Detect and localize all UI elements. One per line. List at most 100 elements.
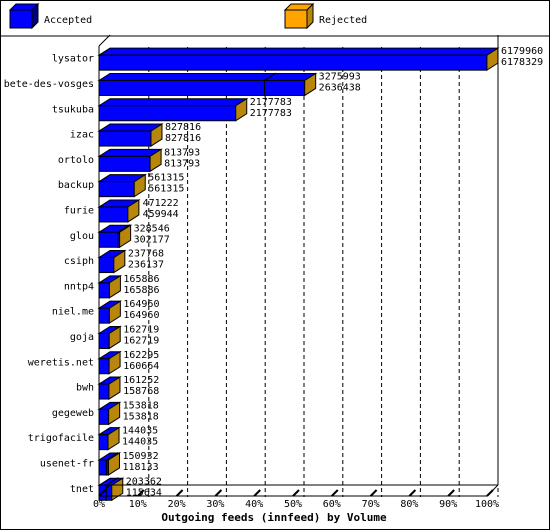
- accepted-value-label: 813793: [164, 147, 200, 158]
- accepted-bar: [97, 72, 278, 97]
- accepted-value-label: 144035: [122, 426, 158, 437]
- category-label: gegeweb: [52, 408, 94, 419]
- x-tick: [137, 489, 145, 497]
- legend-rejected-swatch: [283, 2, 315, 30]
- accepted-bar-extra: [104, 452, 122, 476]
- accepted-value-label: 162719: [123, 324, 159, 335]
- rejected-value-label: 165886: [123, 285, 159, 296]
- category-label: weretis.net: [28, 357, 94, 368]
- x-tick: [98, 489, 106, 497]
- accepted-bar: [97, 350, 122, 375]
- accepted-bar: [97, 401, 122, 426]
- rejected-value-label: 813793: [164, 158, 200, 169]
- category-label: csiph: [64, 256, 94, 267]
- x-tick-label: 80%: [400, 499, 418, 510]
- accepted-bar-extra: [262, 72, 318, 97]
- accepted-bar: [97, 47, 500, 72]
- legend-rejected-label: Rejected: [319, 15, 367, 26]
- accepted-bar: [97, 249, 127, 274]
- accepted-bar: [97, 300, 123, 325]
- accepted-bar: [97, 173, 147, 198]
- accepted-value-label: 2177783: [250, 97, 292, 108]
- legend: Accepted Rejected: [8, 2, 367, 30]
- accepted-bar: [97, 376, 122, 400]
- bars: lysator61799606178329bete-des-vosges3275…: [4, 46, 543, 502]
- category-label: niel.me: [52, 307, 94, 318]
- y-axis-top: [98, 34, 111, 47]
- x-tick: [408, 489, 417, 497]
- rejected-value-label: 162719: [123, 335, 159, 346]
- category-label: trigofacile: [28, 433, 94, 444]
- x-tick: [369, 489, 378, 497]
- accepted-value-label: 162295: [123, 350, 159, 361]
- rejected-value-label: 459944: [143, 209, 179, 220]
- x-tick-label: 0%: [93, 499, 105, 510]
- x-tick-label: 100%: [475, 499, 499, 510]
- accepted-bar: [97, 97, 249, 122]
- category-label: nntp4: [64, 281, 94, 292]
- rejected-value-label: 118133: [122, 462, 158, 473]
- accepted-bar: [97, 274, 123, 299]
- accepted-value-label: 3275993: [319, 71, 361, 82]
- accepted-bar: [97, 199, 141, 223]
- category-label: glou: [70, 231, 94, 242]
- category-label: tnet: [70, 484, 94, 495]
- accepted-bar-extra: [116, 224, 133, 249]
- accepted-value-label: 164960: [123, 299, 159, 310]
- accepted-bar: [97, 123, 164, 147]
- category-label: backup: [58, 180, 94, 191]
- accepted-value-label: 165886: [123, 274, 159, 285]
- x-tick: [447, 489, 455, 497]
- x-tick: [175, 489, 184, 497]
- x-tick-label: 50%: [284, 499, 302, 510]
- axes: 0% 10% 20% 30% 40% 50% 60% 70% 80% 90% 100%: [93, 34, 499, 510]
- x-tick-label: 90%: [439, 499, 457, 510]
- accepted-value-label: 471222: [143, 198, 179, 209]
- category-label: usenet-fr: [40, 458, 94, 469]
- x-tick: [331, 489, 339, 497]
- accepted-value-label: 328546: [134, 223, 170, 234]
- legend-accepted-label: Accepted: [44, 15, 92, 26]
- accepted-value-label: 827816: [165, 122, 201, 133]
- rejected-value-label: 153818: [123, 411, 159, 422]
- category-label: goja: [70, 332, 94, 343]
- x-tick: [253, 489, 261, 497]
- accepted-value-label: 6179960: [501, 46, 543, 57]
- accepted-bar-extra: [104, 477, 125, 502]
- rejected-value-label: 302177: [134, 234, 170, 245]
- rejected-value-label: 144035: [122, 437, 158, 448]
- x-tick-label: 20%: [168, 499, 186, 510]
- accepted-value-label: 237768: [128, 249, 164, 260]
- accepted-value-label: 150932: [122, 451, 158, 462]
- category-label: izac: [70, 130, 94, 141]
- category-label: tsukuba: [52, 104, 94, 115]
- accepted-bar: [97, 148, 163, 173]
- x-tick: [214, 489, 223, 497]
- grid: [148, 47, 499, 497]
- accepted-value-label: 153818: [123, 400, 159, 411]
- category-label: lysator: [52, 54, 94, 65]
- x-tick-label: 70%: [362, 499, 380, 510]
- rejected-value-label: 2636438: [319, 82, 361, 93]
- x-tick-label: 60%: [323, 499, 341, 510]
- accepted-value-label: 161252: [123, 375, 159, 386]
- rejected-value-label: 164960: [123, 310, 159, 321]
- rejected-value-label: 115634: [126, 487, 162, 498]
